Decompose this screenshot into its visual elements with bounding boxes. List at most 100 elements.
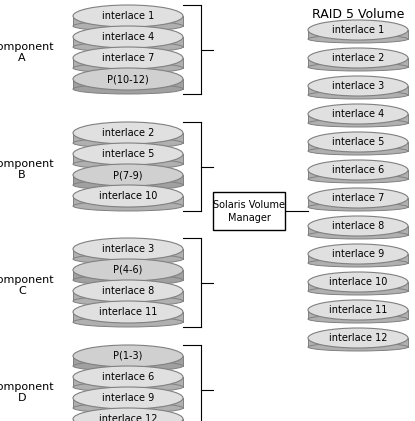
Text: interlace 7: interlace 7	[102, 53, 154, 63]
Text: interlace 2: interlace 2	[332, 53, 384, 63]
Bar	[73, 37, 183, 47]
Ellipse shape	[73, 345, 183, 367]
Ellipse shape	[73, 361, 183, 371]
Ellipse shape	[73, 159, 183, 169]
Text: Solaris Volume: Solaris Volume	[213, 200, 285, 210]
Ellipse shape	[73, 280, 183, 302]
Bar	[73, 249, 183, 259]
Bar	[308, 338, 408, 347]
Bar	[308, 58, 408, 67]
Bar	[73, 270, 183, 280]
Bar	[73, 58, 183, 68]
Ellipse shape	[73, 68, 183, 90]
Text: interlace 5: interlace 5	[102, 149, 154, 159]
Bar	[308, 310, 408, 319]
Bar	[73, 377, 183, 387]
Text: Component
B: Component B	[0, 159, 54, 180]
Ellipse shape	[73, 382, 183, 392]
Ellipse shape	[73, 138, 183, 148]
Ellipse shape	[73, 254, 183, 264]
Bar	[73, 133, 183, 143]
Bar	[308, 114, 408, 123]
Bar	[308, 142, 408, 151]
Bar	[308, 282, 408, 291]
Text: P(10-12): P(10-12)	[107, 74, 149, 84]
Bar	[73, 175, 183, 185]
Ellipse shape	[308, 175, 408, 183]
Ellipse shape	[73, 5, 183, 27]
Text: interlace 4: interlace 4	[332, 109, 384, 119]
Ellipse shape	[308, 35, 408, 43]
Text: Component
A: Component A	[0, 42, 54, 63]
Text: interlace 2: interlace 2	[102, 128, 154, 138]
Ellipse shape	[308, 272, 408, 292]
Ellipse shape	[308, 76, 408, 96]
Ellipse shape	[308, 160, 408, 180]
Bar	[73, 356, 183, 366]
Text: interlace 3: interlace 3	[332, 81, 384, 91]
Ellipse shape	[73, 164, 183, 186]
Ellipse shape	[73, 143, 183, 165]
Ellipse shape	[308, 91, 408, 99]
Bar	[73, 79, 183, 89]
Bar	[308, 30, 408, 39]
Text: interlace 11: interlace 11	[329, 305, 387, 315]
Ellipse shape	[308, 147, 408, 155]
Text: interlace 1: interlace 1	[102, 11, 154, 21]
Text: RAID 5 Volume: RAID 5 Volume	[312, 8, 404, 21]
Text: interlace 6: interlace 6	[332, 165, 384, 175]
Text: Manager: Manager	[227, 213, 271, 223]
Bar	[308, 86, 408, 95]
Ellipse shape	[308, 216, 408, 236]
Ellipse shape	[308, 203, 408, 211]
Ellipse shape	[73, 387, 183, 409]
Ellipse shape	[308, 328, 408, 348]
Ellipse shape	[308, 343, 408, 351]
Text: interlace 5: interlace 5	[332, 137, 384, 147]
Text: P(7-9): P(7-9)	[113, 170, 143, 180]
Text: interlace 3: interlace 3	[102, 244, 154, 254]
Text: Component
C: Component C	[0, 274, 54, 296]
Bar	[73, 419, 183, 421]
Ellipse shape	[308, 132, 408, 152]
Bar	[213, 192, 285, 230]
Ellipse shape	[73, 275, 183, 285]
Ellipse shape	[73, 259, 183, 281]
Ellipse shape	[73, 42, 183, 52]
Text: interlace 10: interlace 10	[99, 191, 157, 201]
Ellipse shape	[308, 48, 408, 68]
Text: interlace 10: interlace 10	[329, 277, 387, 287]
Text: interlace 4: interlace 4	[102, 32, 154, 42]
Ellipse shape	[73, 84, 183, 94]
Text: Component
D: Component D	[0, 382, 54, 403]
Text: P(1-3): P(1-3)	[113, 351, 143, 361]
Bar	[308, 254, 408, 263]
Bar	[73, 398, 183, 408]
Ellipse shape	[308, 287, 408, 295]
Ellipse shape	[308, 300, 408, 320]
Text: interlace 8: interlace 8	[102, 286, 154, 296]
Text: interlace 6: interlace 6	[102, 372, 154, 382]
Text: interlace 9: interlace 9	[102, 393, 154, 403]
Ellipse shape	[73, 238, 183, 260]
Text: interlace 7: interlace 7	[332, 193, 384, 203]
Ellipse shape	[308, 20, 408, 40]
Ellipse shape	[308, 188, 408, 208]
Bar	[73, 291, 183, 301]
Bar	[73, 16, 183, 26]
Ellipse shape	[73, 408, 183, 421]
Bar	[73, 154, 183, 164]
Text: interlace 8: interlace 8	[332, 221, 384, 231]
Ellipse shape	[308, 63, 408, 71]
Ellipse shape	[308, 231, 408, 239]
Ellipse shape	[308, 244, 408, 264]
Ellipse shape	[73, 185, 183, 207]
Text: interlace 9: interlace 9	[332, 249, 384, 259]
Bar	[308, 170, 408, 179]
Ellipse shape	[73, 21, 183, 31]
Ellipse shape	[308, 259, 408, 267]
Ellipse shape	[73, 122, 183, 144]
Text: interlace 1: interlace 1	[332, 25, 384, 35]
Ellipse shape	[73, 201, 183, 211]
Ellipse shape	[73, 296, 183, 306]
